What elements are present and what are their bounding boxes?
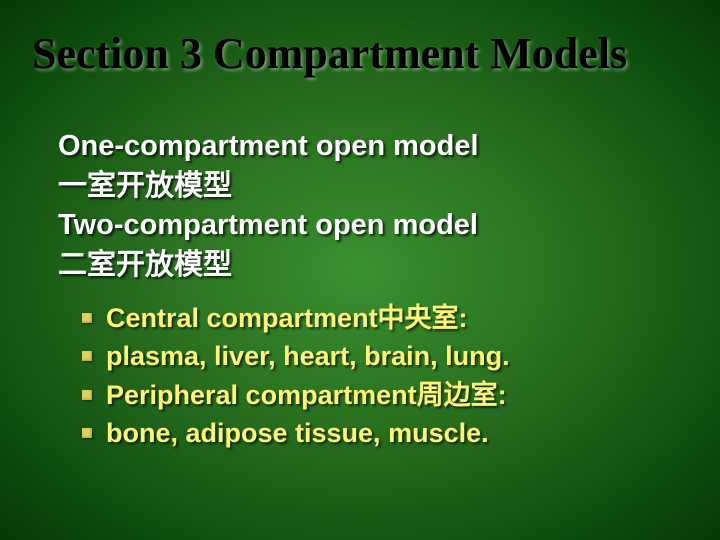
slide-title: Section 3 Compartment Models [32,28,627,79]
sub-line-3: Peripheral compartment周边室: [82,377,510,413]
sub-text-4: bone, adipose tissue, muscle. [106,418,489,448]
sub-line-4: bone, adipose tissue, muscle. [82,415,510,451]
bullet-icon [82,351,92,361]
bullet-icon [82,313,92,323]
body-line-4: 二室开放模型 [58,247,479,285]
sub-text-1: Central compartment中央室: [106,303,468,333]
sub-text-3: Peripheral compartment周边室: [106,380,507,410]
sub-line-1: Central compartment中央室: [82,300,510,336]
body-line-3: Two-compartment open model [58,207,479,245]
sub-text-2: plasma, liver, heart, brain, lung. [106,341,510,371]
bullet-icon [82,390,92,400]
body-line-1: One-compartment open model [58,128,479,166]
main-body: One-compartment open model 一室开放模型 Two-co… [58,128,479,287]
body-line-2: 一室开放模型 [58,168,479,206]
sub-line-2: plasma, liver, heart, brain, lung. [82,338,510,374]
sub-body: Central compartment中央室: plasma, liver, h… [82,300,510,454]
bullet-icon [82,428,92,438]
